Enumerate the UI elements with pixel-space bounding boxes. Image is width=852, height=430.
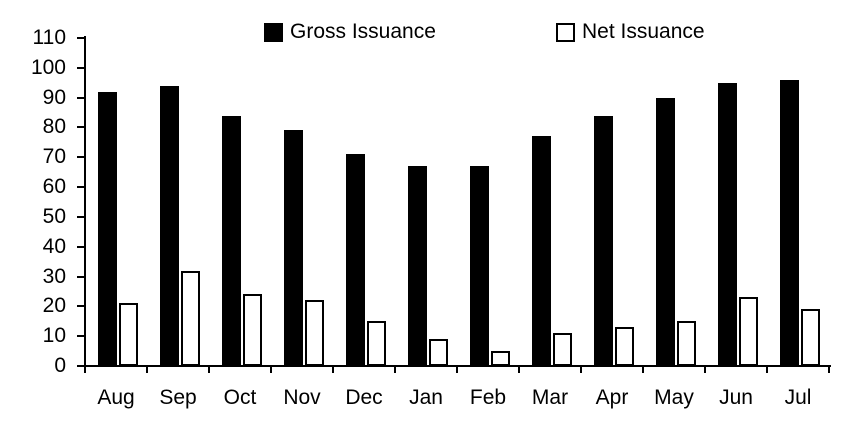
y-axis-tick — [77, 275, 86, 278]
y-axis-tick — [77, 96, 86, 99]
y-axis-label: 30 — [42, 264, 66, 288]
x-axis-tick — [84, 367, 86, 373]
net-issuance-swatch-icon — [556, 22, 575, 42]
y-axis-label: 10 — [42, 324, 66, 348]
bar-net-mar — [553, 333, 572, 366]
x-axis-tick — [208, 367, 210, 373]
x-axis-label: Nov — [283, 386, 321, 409]
x-axis-label: Oct — [223, 386, 257, 409]
x-axis-label: Mar — [531, 386, 569, 409]
y-axis-label: 0 — [54, 354, 66, 377]
x-axis-tick — [146, 367, 148, 373]
y-axis-tick — [77, 186, 86, 189]
bar-net-dec — [367, 321, 386, 366]
y-axis-tick — [77, 37, 86, 39]
y-axis-tick — [77, 335, 86, 338]
legend-item-gross: Gross Issuance — [264, 20, 436, 43]
y-axis-label: 100 — [30, 55, 66, 79]
y-axis-label: 50 — [42, 204, 66, 228]
bar-gross-oct — [222, 115, 241, 366]
y-axis-tick — [77, 245, 86, 248]
y-axis-line — [84, 36, 86, 368]
bar-net-sep — [181, 270, 200, 366]
bar-net-apr — [615, 327, 634, 366]
y-axis-tick — [77, 365, 86, 367]
bar-net-jul — [801, 309, 820, 366]
y-axis-label: 20 — [42, 294, 66, 318]
gross-issuance-swatch-icon — [264, 22, 283, 42]
bar-gross-aug — [98, 91, 117, 366]
bar-net-feb — [491, 351, 510, 366]
x-axis-label: May — [654, 386, 694, 409]
bar-net-jun — [739, 297, 758, 366]
bar-gross-feb — [470, 166, 489, 366]
bar-gross-jul — [780, 79, 799, 366]
x-axis-label: Apr — [595, 386, 629, 409]
y-axis-label: 80 — [42, 115, 66, 139]
y-axis-label: 40 — [42, 234, 66, 258]
x-axis-tick — [580, 367, 582, 373]
bar-gross-mar — [532, 136, 551, 366]
x-axis-label: Jun — [719, 386, 753, 409]
x-axis-tick — [828, 367, 830, 373]
legend-label-net: Net Issuance — [582, 20, 705, 43]
x-axis-label: Jul — [784, 386, 812, 409]
legend-label-gross: Gross Issuance — [290, 20, 436, 43]
x-axis-tick — [766, 367, 768, 373]
bar-gross-sep — [160, 85, 179, 366]
bar-gross-jan — [408, 166, 427, 366]
x-axis-label: Jan — [409, 386, 443, 409]
y-axis-tick — [77, 126, 86, 129]
legend-item-net: Net Issuance — [556, 20, 705, 43]
y-axis-tick — [77, 156, 86, 159]
x-axis-tick — [642, 367, 644, 373]
x-axis-tick — [332, 367, 334, 373]
y-axis-label: 70 — [42, 145, 66, 169]
bar-gross-dec — [346, 154, 365, 366]
bar-net-aug — [119, 303, 138, 366]
y-axis-label: 60 — [42, 175, 66, 199]
bar-net-jan — [429, 339, 448, 366]
bar-net-oct — [243, 294, 262, 366]
bar-net-nov — [305, 300, 324, 366]
x-axis-line — [84, 365, 831, 367]
y-axis-tick — [77, 66, 86, 69]
x-axis-label: Sep — [159, 386, 197, 409]
y-axis-label: 90 — [42, 85, 66, 109]
x-axis-label: Dec — [345, 386, 383, 409]
y-axis-tick — [77, 215, 86, 218]
x-axis-tick — [456, 367, 458, 373]
x-axis-label: Feb — [469, 386, 507, 409]
x-axis-label: Aug — [97, 386, 135, 409]
x-axis-tick — [270, 367, 272, 373]
bar-gross-nov — [284, 130, 303, 366]
x-axis-tick — [518, 367, 520, 373]
bar-gross-jun — [718, 82, 737, 366]
x-axis-tick — [704, 367, 706, 373]
bar-gross-apr — [594, 115, 613, 366]
bar-gross-may — [656, 97, 675, 366]
y-axis-tick — [77, 305, 86, 308]
bar-net-may — [677, 321, 696, 366]
x-axis-tick — [394, 367, 396, 373]
y-axis-label: 110 — [32, 26, 66, 49]
